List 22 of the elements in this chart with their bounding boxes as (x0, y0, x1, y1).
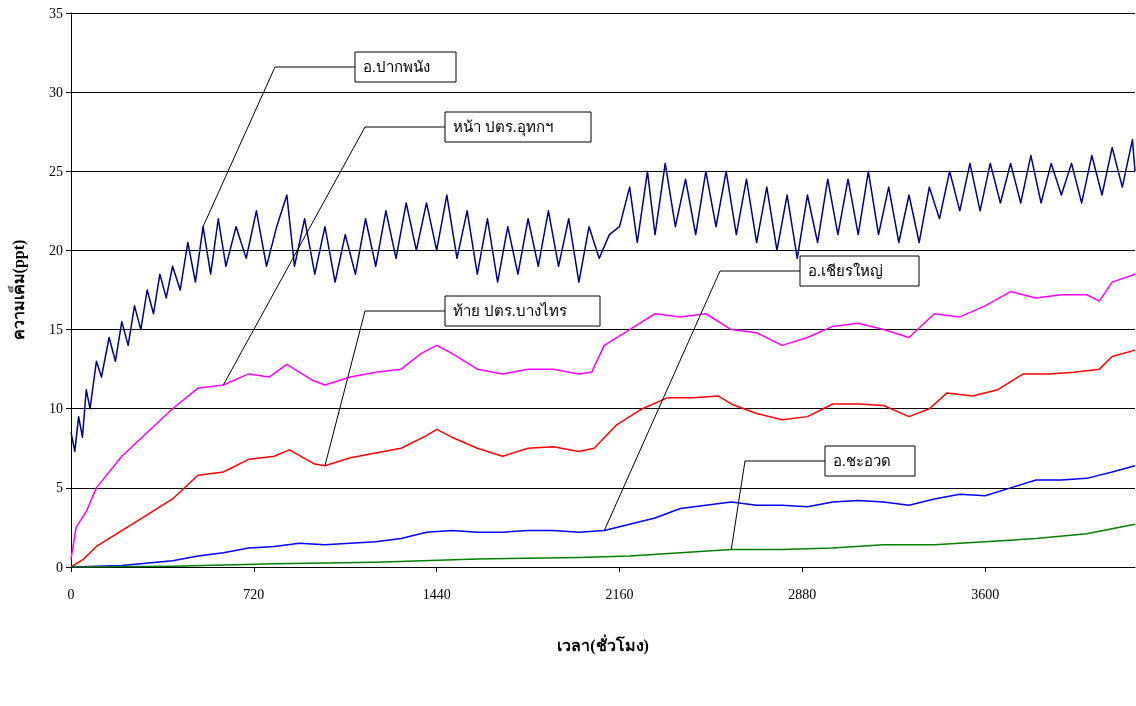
x-tick-label: 720 (243, 586, 265, 602)
x-tick-label: 1440 (422, 586, 451, 602)
text: อ.ปากพนัง (363, 59, 430, 75)
text: ท้าย ปตร.บางไทร (453, 302, 567, 319)
y-tick-label: 30 (49, 84, 63, 100)
y-tick-label: 0 (56, 559, 63, 575)
x-tick-label: 3600 (971, 586, 1000, 602)
x-axis-title: เวลา(ชั่วโมง) (557, 633, 649, 655)
y-tick-label: 25 (49, 163, 63, 179)
x-tick-label: 0 (67, 586, 75, 602)
y-tick-label: 10 (49, 401, 63, 417)
x-tick-label: 2880 (788, 586, 817, 602)
text: หน้า ปตร.อุทกฯ (453, 119, 553, 137)
y-tick-label: 5 (56, 480, 63, 496)
y-tick-label: 15 (49, 322, 63, 338)
x-tick-label: 2160 (605, 586, 634, 602)
y-tick-label: 35 (49, 5, 63, 21)
text: อ.ชะอวด (833, 453, 891, 469)
text: อ.เชียรใหญ่ (808, 262, 883, 279)
line-series (70, 523, 1136, 568)
y-axis-title: ความเค็ม(ppt) (6, 239, 28, 341)
y-tick-label: 20 (49, 242, 63, 258)
